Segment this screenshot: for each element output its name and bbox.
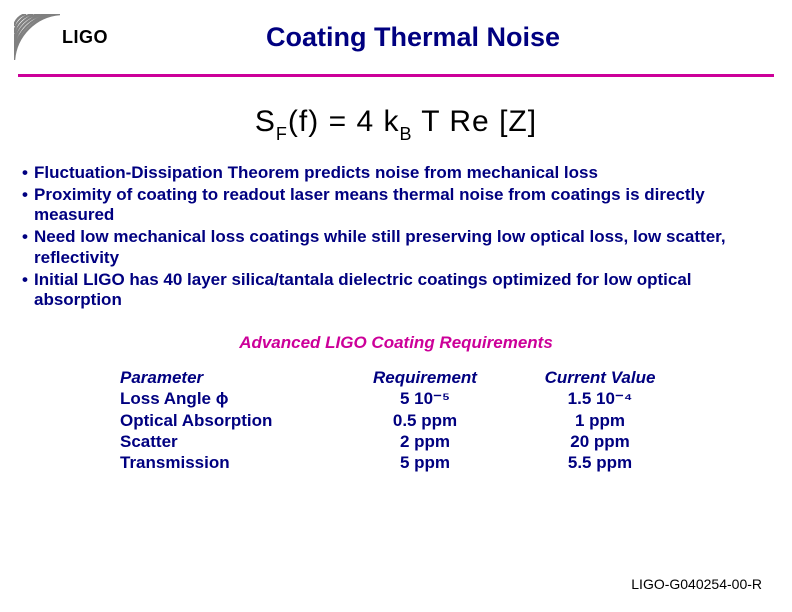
- formula-lhs-sub: F: [276, 124, 288, 144]
- formula-lhs-S: S: [255, 105, 276, 138]
- formula-rhs-a: 4 k: [356, 105, 399, 138]
- table-col-requirement: Requirement 5 10⁻⁵ 0.5 ppm 2 ppm 5 ppm: [340, 367, 510, 473]
- bullet-text: Fluctuation-Dissipation Theorem predicts…: [34, 163, 766, 184]
- table-cell: 2 ppm: [340, 431, 510, 452]
- footer-id: LIGO-G040254-00-R: [631, 576, 762, 592]
- table-cell: 20 ppm: [510, 431, 690, 452]
- list-item: •Initial LIGO has 40 layer silica/tantal…: [22, 270, 766, 311]
- col-header: Parameter: [120, 367, 340, 388]
- table-cell: 0.5 ppm: [340, 410, 510, 431]
- requirements-table: Parameter Loss Angle ϕ Optical Absorptio…: [0, 367, 792, 473]
- bullet-text: Need low mechanical loss coatings while …: [34, 227, 766, 268]
- table-cell: 1.5 10⁻⁴: [510, 388, 690, 409]
- ligo-logo: LIGO: [14, 14, 134, 60]
- logo-text: LIGO: [62, 27, 108, 48]
- list-item: •Fluctuation-Dissipation Theorem predict…: [22, 163, 766, 184]
- table-col-current: Current Value 1.5 10⁻⁴ 1 ppm 20 ppm 5.5 …: [510, 367, 690, 473]
- bullet-text: Initial LIGO has 40 layer silica/tantala…: [34, 270, 766, 311]
- formula-lhs-arg: (f) =: [288, 105, 357, 138]
- list-item: •Need low mechanical loss coatings while…: [22, 227, 766, 268]
- logo-arcs-icon: [14, 14, 60, 60]
- list-item: •Proximity of coating to readout laser m…: [22, 185, 766, 226]
- col-header: Requirement: [340, 367, 510, 388]
- table-cell: 5 ppm: [340, 452, 510, 473]
- table-cell: 5.5 ppm: [510, 452, 690, 473]
- table-col-parameter: Parameter Loss Angle ϕ Optical Absorptio…: [120, 367, 340, 473]
- header: LIGO Coating Thermal Noise: [0, 0, 792, 74]
- table-cell: 1 ppm: [510, 410, 690, 431]
- table-cell: 5 10⁻⁵: [340, 388, 510, 409]
- bullet-text: Proximity of coating to readout laser me…: [34, 185, 766, 226]
- col-header: Current Value: [510, 367, 690, 388]
- page-title: Coating Thermal Noise: [134, 14, 792, 53]
- divider: [18, 74, 774, 77]
- table-cell: Transmission: [120, 452, 340, 473]
- bullet-list: •Fluctuation-Dissipation Theorem predict…: [0, 163, 792, 311]
- formula: SF(f) = 4 kB T Re [Z]: [0, 105, 792, 143]
- table-cell: Optical Absorption: [120, 410, 340, 431]
- table-cell: Scatter: [120, 431, 340, 452]
- formula-rhs-sub: B: [399, 124, 412, 144]
- formula-rhs-b: T Re [Z]: [412, 105, 537, 138]
- sub-heading: Advanced LIGO Coating Requirements: [0, 333, 792, 353]
- table-cell: Loss Angle ϕ: [120, 388, 340, 409]
